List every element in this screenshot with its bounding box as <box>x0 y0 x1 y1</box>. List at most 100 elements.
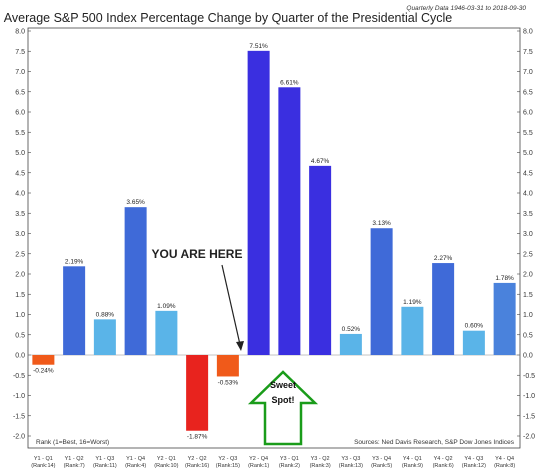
bar-value-label: 1.78% <box>495 275 514 282</box>
category-rank-label: (Rank:14) <box>31 463 55 469</box>
bar <box>370 228 393 355</box>
category-rank-label: (Rank:8) <box>494 463 515 469</box>
category-rank-label: (Rank:1) <box>248 463 269 469</box>
category-label: Y1 - Q3 <box>95 456 114 462</box>
y-tick-label-left: 0.0 <box>15 353 25 360</box>
category-label: Y2 - Q1 <box>157 456 176 462</box>
y-tick-label-right: -1.5 <box>523 413 535 420</box>
y-tick-label-left: -1.5 <box>13 413 25 420</box>
bar <box>493 282 516 355</box>
bar-value-label: -1.87% <box>187 434 208 441</box>
bar <box>247 50 270 355</box>
category-label: Y3 - Q2 <box>311 456 330 462</box>
category-rank-label: (Rank:6) <box>433 463 454 469</box>
category-rank-label: (Rank:12) <box>462 463 486 469</box>
bar <box>93 319 116 355</box>
bar <box>278 87 301 356</box>
y-tick-label-right: 0.0 <box>523 353 533 360</box>
y-tick-label-right: 7.0 <box>523 69 533 76</box>
category-rank-label: (Rank:9) <box>402 463 423 469</box>
y-tick-label-left: 6.0 <box>15 110 25 117</box>
y-tick-label-left: 1.5 <box>15 292 25 299</box>
y-tick-label-left: -0.5 <box>13 373 25 380</box>
category-label: Y4 - Q4 <box>495 456 514 462</box>
sources-note: Sources: Ned Davis Research, S&P Dow Jon… <box>354 439 515 446</box>
category-labels-group: Y1 - Q1(Rank:14)Y1 - Q2(Rank:7)Y1 - Q3(R… <box>31 456 515 469</box>
y-tick-label-left: 2.5 <box>15 251 25 258</box>
chart-title: Average S&P 500 Index Percentage Change … <box>4 11 452 25</box>
category-label: Y4 - Q3 <box>464 456 483 462</box>
bar <box>155 310 178 355</box>
y-tick-label-right: 6.0 <box>523 110 533 117</box>
y-tick-label-right: -1.0 <box>523 393 535 400</box>
category-label: Y3 - Q4 <box>372 456 391 462</box>
category-rank-label: (Rank:13) <box>339 463 363 469</box>
sweet-spot-label-line1: Sweet <box>270 380 296 390</box>
y-axis-right: 8.0 7.5 7.0 6.5 6.0 5.5 5.0 4.5 4.0 3.5 3.0 2.5 2.0 1… <box>517 29 535 441</box>
bar-value-label: 2.27% <box>434 255 453 262</box>
chart-subtitle: Quarterly Data 1946-03-31 to 2018-09-30 <box>406 5 526 12</box>
y-tick-label-right: 3.0 <box>523 231 533 238</box>
y-tick-label-left: 8.0 <box>15 29 25 36</box>
y-tick-label-left: 2.0 <box>15 272 25 279</box>
you-are-here-label: YOU ARE HERE <box>152 247 243 261</box>
y-tick-label-left: 3.0 <box>15 231 25 238</box>
bar-value-label: 1.09% <box>157 303 176 310</box>
category-label: Y2 - Q3 <box>218 456 237 462</box>
bar <box>186 355 209 431</box>
sweet-spot-label-line2: Spot! <box>272 395 295 405</box>
bar-value-label: 1.19% <box>403 299 422 306</box>
bar <box>216 355 239 377</box>
y-tick-label-right: 2.0 <box>523 272 533 279</box>
bar-value-label: 3.13% <box>372 220 391 227</box>
bar <box>124 207 147 355</box>
y-tick-label-right: 5.0 <box>523 150 533 157</box>
y-tick-label-right: 1.5 <box>523 292 533 299</box>
y-tick-label-left: 4.5 <box>15 170 25 177</box>
category-rank-label: (Rank:11) <box>93 463 117 469</box>
bar-value-label: 4.67% <box>311 158 330 165</box>
y-tick-label-left: 1.0 <box>15 312 25 319</box>
category-rank-label: (Rank:7) <box>64 463 85 469</box>
category-label: Y4 - Q1 <box>403 456 422 462</box>
y-tick-label-right: 6.5 <box>523 89 533 96</box>
you-are-here-arrowhead <box>236 341 244 351</box>
bar-labels-group: -0.24% 2.19% 0.88% 3.65% 1.09% -1.87% -0.53% 7.… <box>33 43 514 441</box>
y-tick-label-right: 7.5 <box>523 49 533 56</box>
bar-value-label: -0.53% <box>218 379 239 386</box>
y-tick-label-left: -2.0 <box>13 434 25 441</box>
category-label: Y1 - Q1 <box>34 456 53 462</box>
y-tick-label-left: 5.5 <box>15 130 25 137</box>
plot-frame <box>27 27 521 449</box>
y-tick-label-left: 5.0 <box>15 150 25 157</box>
bar <box>462 330 485 355</box>
category-rank-label: (Rank:15) <box>216 463 240 469</box>
category-label: Y1 - Q2 <box>65 456 84 462</box>
y-tick-label-right: 5.5 <box>523 130 533 137</box>
y-tick-label-right: 8.0 <box>523 29 533 36</box>
y-tick-label-left: 3.5 <box>15 211 25 218</box>
bar-value-label: -0.24% <box>33 368 54 375</box>
bar-value-label: 7.51% <box>249 43 268 50</box>
you-are-here-arrow <box>221 264 242 350</box>
bar-value-label: 0.60% <box>465 323 484 330</box>
category-rank-label: (Rank:10) <box>154 463 178 469</box>
category-label: Y4 - Q2 <box>434 456 453 462</box>
y-tick-label-right: -2.0 <box>523 434 535 441</box>
category-rank-label: (Rank:4) <box>125 463 146 469</box>
category-label: Y1 - Q4 <box>126 456 145 462</box>
y-tick-label-right: -0.5 <box>523 373 535 380</box>
bar-value-label: 2.19% <box>65 258 84 265</box>
y-tick-label-left: -1.0 <box>13 393 25 400</box>
bar <box>32 355 55 365</box>
category-label: Y3 - Q1 <box>280 456 299 462</box>
category-rank-label: (Rank:16) <box>185 463 209 469</box>
bar <box>63 266 86 355</box>
bar-value-label: 0.52% <box>342 326 361 333</box>
y-tick-label-right: 1.0 <box>523 312 533 319</box>
bars-group <box>32 50 516 431</box>
y-tick-label-right: 0.5 <box>523 332 533 339</box>
category-label: Y3 - Q3 <box>341 456 360 462</box>
bar <box>401 306 424 355</box>
